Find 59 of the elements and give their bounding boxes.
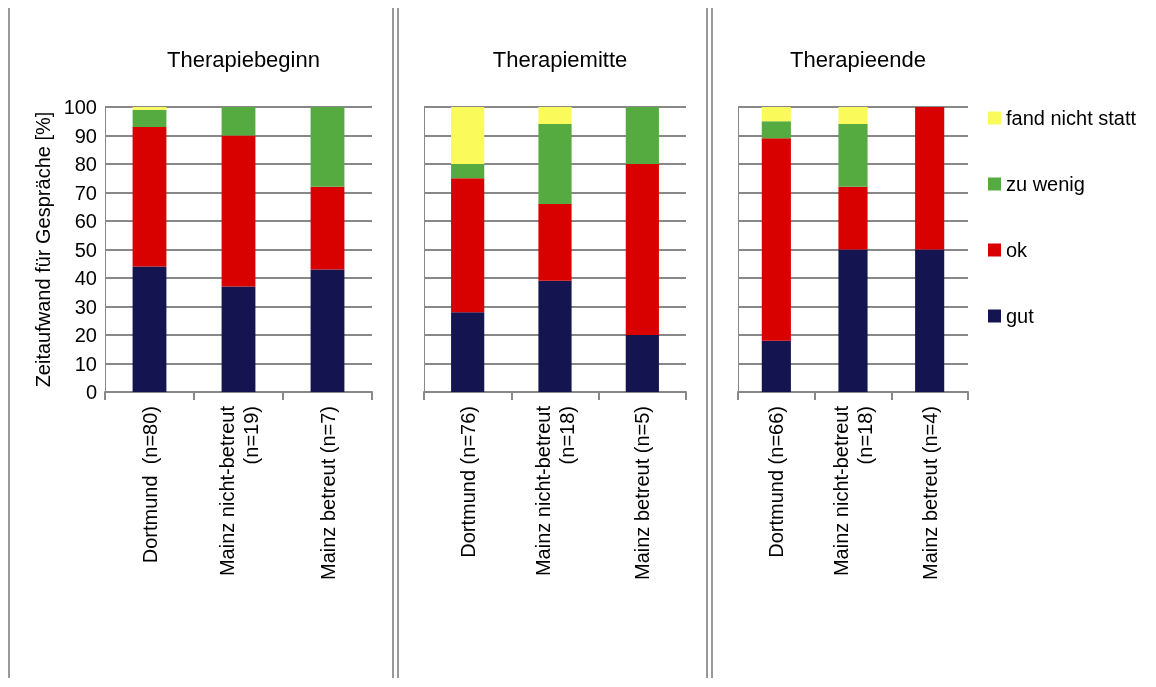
- y-tick-label: 70: [74, 181, 97, 204]
- bar: [451, 107, 485, 164]
- bar: [761, 121, 791, 139]
- legend-label: fand nicht statt: [1006, 107, 1137, 129]
- bar: [538, 280, 572, 392]
- bar: [915, 249, 945, 392]
- y-tick-label: 20: [74, 324, 97, 346]
- bar: [838, 249, 868, 392]
- legend-label: zu wenig: [1006, 173, 1085, 195]
- x-tick-label: Dortmund (n=76): [456, 406, 479, 558]
- chart-title: Therapieende: [790, 46, 926, 72]
- bar: [132, 109, 167, 127]
- x-tick-label: Mainz betreut (n=5): [631, 406, 654, 580]
- bar: [761, 107, 791, 122]
- bar: [838, 186, 868, 250]
- x-tick-label: Dortmund (n=66): [765, 406, 788, 558]
- bar: [625, 107, 659, 164]
- bar: [625, 335, 659, 392]
- x-tick-label: Mainz nicht-betreut (n=18): [830, 405, 876, 577]
- bar: [838, 124, 868, 187]
- bar: [132, 126, 167, 267]
- bar: [838, 107, 868, 125]
- bar: [538, 107, 572, 125]
- y-tick-label: 60: [74, 210, 97, 232]
- bar: [761, 340, 791, 392]
- bar: [451, 164, 485, 179]
- bar: [451, 178, 485, 313]
- bar: [625, 164, 659, 335]
- y-axis-title: Zeitaufwand für Gespräche [%]: [31, 111, 54, 388]
- bar: [310, 107, 345, 187]
- x-tick-label: Mainz betreut (n=4): [918, 406, 941, 580]
- legend-label: ok: [1006, 239, 1029, 261]
- y-tick-label: 50: [74, 238, 97, 261]
- bar: [221, 286, 256, 392]
- y-tick-label: 90: [74, 124, 97, 147]
- x-tick-label: Mainz nicht-betreut (n=18): [532, 405, 578, 577]
- bar: [761, 138, 791, 341]
- bar: [538, 203, 572, 281]
- chart-title: Therapiebeginn: [167, 46, 320, 72]
- y-tick-label: 80: [74, 153, 97, 175]
- y-tick-label: 30: [74, 295, 97, 318]
- y-tick-label: 40: [74, 267, 97, 289]
- bar: [310, 269, 345, 392]
- x-tick-label: Mainz nicht-betreut (n=19): [215, 405, 262, 577]
- bar: [310, 186, 345, 270]
- bar: [221, 135, 256, 287]
- x-tick-label: Mainz betreut (n=7): [316, 406, 339, 580]
- legend-label: gut: [1006, 305, 1035, 327]
- y-tick-label: 100: [63, 96, 97, 118]
- bar: [132, 266, 167, 392]
- bar: [221, 107, 256, 136]
- chart-title: Therapiemitte: [492, 46, 628, 72]
- bar: [451, 312, 485, 392]
- x-tick-label: Dortmund (n=80): [138, 406, 161, 564]
- bar: [132, 107, 167, 110]
- y-tick-label: 0: [85, 381, 97, 403]
- bar: [538, 124, 572, 204]
- bar: [915, 107, 945, 250]
- y-tick-label: 10: [74, 352, 97, 375]
